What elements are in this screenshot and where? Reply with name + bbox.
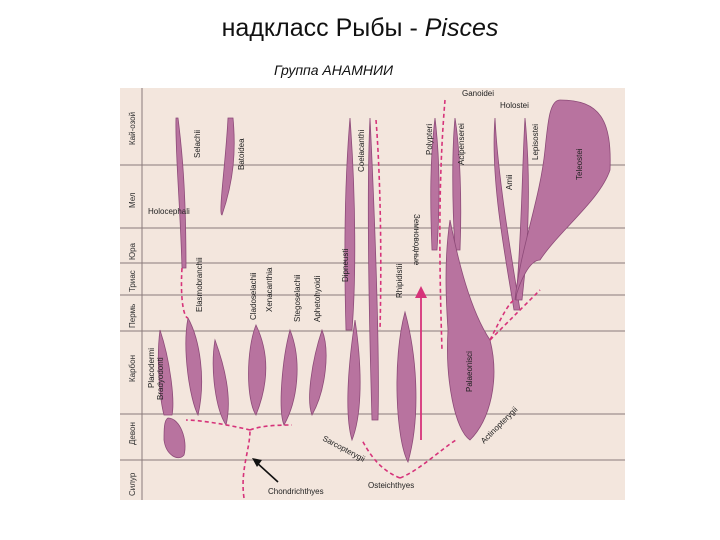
label-xenacanthia: Xenacanthia bbox=[265, 267, 274, 312]
period-permian: Пермь bbox=[128, 304, 137, 328]
label-aphetohyoidi: Aphetohyoidi bbox=[313, 276, 322, 322]
branch-dipneusti-top bbox=[344, 117, 356, 331]
pointer-head bbox=[252, 458, 262, 467]
period-devonian: Девон bbox=[128, 422, 137, 445]
subtitle: Группа АНАМНИИ bbox=[274, 62, 393, 78]
period-cretaceous: Мел bbox=[128, 192, 137, 208]
branch-batoidea bbox=[220, 117, 235, 216]
branch-acipenserei bbox=[452, 117, 462, 251]
label-selachii: Selachii bbox=[193, 130, 202, 158]
dashed-lines bbox=[180, 99, 541, 499]
label-holostei: Holostei bbox=[500, 101, 529, 110]
label-teleostei: Teleostei bbox=[575, 148, 584, 180]
branch-bradyodonti bbox=[157, 329, 174, 416]
label-palaeonisci: Palaeonisci bbox=[465, 351, 474, 392]
label-amii: Amii bbox=[505, 174, 514, 190]
dashed-line bbox=[180, 267, 189, 319]
branch-xenacanthia bbox=[280, 328, 298, 426]
period-triassic: Триас bbox=[128, 270, 137, 292]
branch-stegoselachii bbox=[309, 328, 327, 416]
branch-polypteri bbox=[430, 117, 440, 251]
label-batoidea: Batoidea bbox=[237, 138, 246, 170]
branch-cladoselachii bbox=[248, 324, 267, 416]
label-lepisostei: Lepisostei bbox=[531, 124, 540, 160]
label-dipneusti: Dipneusti bbox=[341, 248, 350, 282]
period-jurassic: Юра bbox=[128, 242, 137, 260]
label-holocephali: Holocephali bbox=[148, 207, 190, 216]
label-stegoselachii: Stegoselachii bbox=[293, 274, 302, 322]
dashed-line bbox=[242, 429, 251, 499]
branch-dipneusti-bottom bbox=[347, 319, 361, 442]
arrow-head bbox=[415, 286, 427, 298]
branch-elasmobranchii-lower bbox=[185, 316, 202, 417]
label-elasmobranchii: Elasmobranchii bbox=[195, 257, 204, 312]
dashed-line bbox=[361, 439, 401, 479]
branch-palaeonisci bbox=[445, 219, 495, 441]
label-chondrichthyes: Chondrichthyes bbox=[268, 487, 324, 496]
branch-rhipidistii bbox=[396, 310, 417, 464]
title-latin: Pisces bbox=[424, 14, 499, 42]
page-title: надкласс Рыбы - Pisces bbox=[0, 14, 720, 43]
branch-shapes bbox=[157, 99, 611, 464]
label-acipenserei: Acipenserei bbox=[457, 123, 466, 165]
label-bradyodonti: Bradyodonti bbox=[156, 357, 165, 400]
title-separator: - bbox=[402, 14, 425, 42]
dashed-line bbox=[375, 119, 382, 331]
period-carboniferous: Карбон bbox=[128, 355, 137, 382]
label-cladoselachii: Cladoselachii bbox=[249, 272, 258, 320]
arrows bbox=[252, 286, 427, 483]
branch-placodermi-devon bbox=[163, 417, 186, 459]
label-coelacanthi: Coelacanthi bbox=[357, 130, 366, 172]
period-silurian: Силур bbox=[128, 472, 137, 496]
title-main: надкласс Рыбы bbox=[221, 14, 403, 42]
dashed-line bbox=[489, 299, 516, 341]
label-ganoidei: Ganoidei bbox=[462, 89, 494, 98]
dashed-line bbox=[439, 99, 446, 351]
branch-teleostei bbox=[514, 99, 611, 301]
period-cenozoic: Кай-озой bbox=[128, 112, 137, 145]
label-placodermi: Placodermi bbox=[147, 348, 156, 388]
branch-amii bbox=[493, 117, 521, 311]
label-osteichthyes: Osteichthyes bbox=[368, 481, 414, 490]
label-rhipidistii: Rhipidistii bbox=[395, 264, 404, 298]
branch-coelacanthi bbox=[367, 117, 379, 421]
dashed-line bbox=[489, 289, 541, 341]
dashed-line bbox=[249, 424, 293, 431]
pointer-line bbox=[255, 461, 279, 483]
label-amphibians: Земноводные bbox=[412, 214, 421, 266]
label-polypteri: Polypteri bbox=[425, 124, 434, 155]
